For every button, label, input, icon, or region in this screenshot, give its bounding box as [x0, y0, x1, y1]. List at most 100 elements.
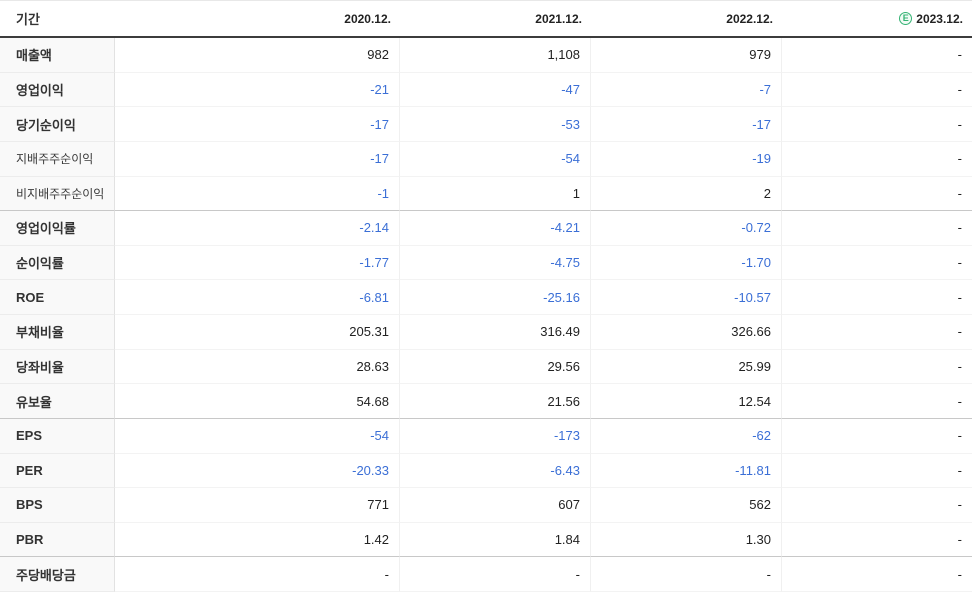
value-cell: -: [782, 488, 972, 523]
table-row: 지배주주순이익 -17 -54 -19-: [0, 141, 972, 177]
value-cell: 316.49: [400, 315, 591, 350]
value-cell: -: [782, 141, 972, 177]
period-column-header: 2022.12.: [591, 1, 782, 36]
value-cell: -1.70: [591, 245, 782, 281]
table-row: 당좌비율 28.63 29.56 25.99-: [0, 349, 972, 385]
row-label: 부채비율: [0, 315, 115, 350]
value-cell: -: [782, 557, 972, 592]
value-cell: 2: [591, 176, 782, 212]
value-cell: -53: [400, 107, 591, 142]
value-cell: -1: [115, 176, 400, 212]
table-row: PER -20.33 -6.43 -11.81-: [0, 453, 972, 489]
value-cell: 12.54: [591, 384, 782, 419]
row-label: BPS: [0, 488, 115, 523]
value-cell: -4.75: [400, 245, 591, 281]
value-cell: -25.16: [400, 280, 591, 315]
value-cell: -: [782, 315, 972, 350]
value-cell: -21: [115, 72, 400, 108]
table-row: 비지배주주순이익 -1 1 2-: [0, 176, 972, 212]
value-cell: -20.33: [115, 453, 400, 489]
value-cell: -: [400, 557, 591, 592]
row-label: 당기순이익: [0, 107, 115, 142]
table-row: 순이익률 -1.77 -4.75 -1.70-: [0, 245, 972, 281]
period-column-label: 2021.12.: [535, 11, 582, 26]
row-label: ROE: [0, 280, 115, 315]
value-cell: -: [782, 72, 972, 108]
value-cell: -173: [400, 418, 591, 454]
value-cell: -: [782, 107, 972, 142]
value-cell: 607: [400, 488, 591, 523]
row-label: 영업이익률: [0, 211, 115, 246]
value-cell: -0.72: [591, 211, 782, 246]
table-row: 주당배당금 - - - -: [0, 557, 972, 592]
table-row: PBR 1.42 1.84 1.30-: [0, 522, 972, 558]
value-cell: -2.14: [115, 211, 400, 246]
value-cell: 326.66: [591, 315, 782, 350]
value-cell: -17: [591, 107, 782, 142]
table-row: 부채비율 205.31 316.49 326.66-: [0, 315, 972, 350]
value-cell: -1.77: [115, 245, 400, 281]
row-label: 주당배당금: [0, 557, 115, 592]
row-label: 영업이익: [0, 72, 115, 108]
table-header-row: 기간 2020.12. 2021.12. 2022.12. E 2023.12.: [0, 1, 972, 38]
row-label: 당좌비율: [0, 349, 115, 385]
value-cell: -: [782, 453, 972, 489]
value-cell: -47: [400, 72, 591, 108]
value-cell: -: [782, 211, 972, 246]
row-label: 지배주주순이익: [0, 141, 115, 177]
row-label: PBR: [0, 522, 115, 558]
period-header-label: 기간: [16, 12, 40, 27]
table-row: EPS -54 -173 -62-: [0, 418, 972, 454]
period-column-header: 2020.12.: [115, 1, 400, 36]
period-column-label: 2023.12.: [916, 11, 963, 26]
value-cell: 1.84: [400, 522, 591, 558]
estimate-icon: E: [899, 12, 913, 25]
value-cell: -11.81: [591, 453, 782, 489]
period-column-header: E 2023.12.: [782, 1, 972, 36]
value-cell: -19: [591, 141, 782, 177]
value-cell: -54: [115, 418, 400, 454]
value-cell: -: [782, 280, 972, 315]
value-cell: -62: [591, 418, 782, 454]
value-cell: -: [782, 349, 972, 385]
value-cell: -: [115, 557, 400, 592]
value-cell: 28.63: [115, 349, 400, 385]
table-row: 당기순이익 -17 -53 -17-: [0, 107, 972, 142]
value-cell: 21.56: [400, 384, 591, 419]
value-cell: 771: [115, 488, 400, 523]
value-cell: -54: [400, 141, 591, 177]
value-cell: -6.43: [400, 453, 591, 489]
table-row: 영업이익률 -2.14 -4.21 -0.72-: [0, 211, 972, 246]
period-column-label: 2020.12.: [344, 11, 391, 26]
value-cell: -10.57: [591, 280, 782, 315]
row-label: 비지배주주순이익: [0, 176, 115, 212]
value-cell: 562: [591, 488, 782, 523]
value-cell: -17: [115, 141, 400, 177]
table-row: 매출액 982 1,108 979-: [0, 38, 972, 73]
table-row: 유보율 54.68 21.56 12.54-: [0, 384, 972, 419]
value-cell: 1: [400, 176, 591, 212]
row-label: PER: [0, 453, 115, 489]
row-label: 매출액: [0, 38, 115, 73]
value-cell: -6.81: [115, 280, 400, 315]
row-label: EPS: [0, 418, 115, 454]
value-cell: 979: [591, 38, 782, 73]
value-cell: -: [591, 557, 782, 592]
table-row: 영업이익 -21 -47 -7-: [0, 72, 972, 108]
period-column-header: 2021.12.: [400, 1, 591, 36]
value-cell: -: [782, 176, 972, 212]
table-body: 매출액 982 1,108 979- 영업이익 -21 -47 -7- 당기순이익 -17 -53-…: [0, 38, 972, 592]
value-cell: -4.21: [400, 211, 591, 246]
value-cell: 54.68: [115, 384, 400, 419]
value-cell: -: [782, 522, 972, 558]
value-cell: 29.56: [400, 349, 591, 385]
value-cell: 25.99: [591, 349, 782, 385]
period-column-label: 2022.12.: [726, 11, 773, 26]
value-cell: -7: [591, 72, 782, 108]
value-cell: 205.31: [115, 315, 400, 350]
value-cell: 982: [115, 38, 400, 73]
value-cell: -: [782, 384, 972, 419]
row-label: 유보율: [0, 384, 115, 419]
table-row: BPS 771 607 562-: [0, 488, 972, 523]
